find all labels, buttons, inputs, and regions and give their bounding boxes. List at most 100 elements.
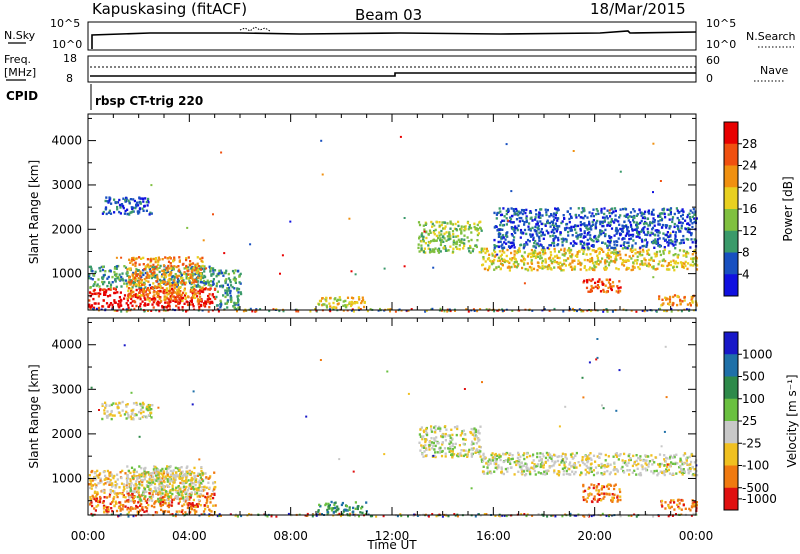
data-cell [598, 280, 601, 283]
data-cell [627, 244, 630, 248]
data-cell [103, 506, 106, 509]
data-cell [289, 220, 292, 223]
data-cell [641, 309, 644, 312]
data-cell [589, 225, 592, 228]
data-cell [210, 510, 213, 513]
data-cell [143, 510, 146, 513]
data-cell [427, 244, 430, 247]
data-cell [168, 277, 171, 281]
data-cell [157, 497, 160, 501]
data-cell [159, 497, 163, 500]
data-cell [628, 473, 631, 476]
data-cell [630, 225, 633, 228]
data-cell [173, 478, 176, 481]
data-cell [548, 309, 551, 312]
data-cell [209, 501, 212, 504]
data-cell [124, 496, 127, 499]
data-cell [197, 285, 200, 288]
data-cell [147, 471, 150, 474]
data-cell [208, 486, 211, 489]
data-cell [449, 436, 452, 439]
data-cell [596, 209, 599, 213]
data-cell [601, 241, 604, 244]
data-cell [529, 217, 532, 220]
data-cell [151, 478, 154, 481]
data-cell [166, 504, 169, 507]
data-cell [433, 239, 436, 243]
data-cell [439, 239, 442, 242]
data-cell [657, 223, 660, 226]
data-cell [226, 287, 229, 290]
data-cell [459, 240, 462, 243]
data-cell [606, 469, 609, 473]
data-cell [163, 292, 166, 295]
data-cell [196, 262, 199, 265]
data-cell [113, 504, 116, 507]
data-cell [486, 249, 489, 253]
data-cell [233, 306, 236, 309]
data-cell [131, 411, 134, 415]
data-cell [201, 472, 204, 475]
data-cell [97, 292, 100, 295]
data-cell [597, 235, 600, 239]
data-cell [116, 309, 119, 312]
data-cell [584, 214, 587, 218]
data-cell [632, 254, 635, 258]
data-cell [505, 235, 508, 238]
data-cell [108, 404, 111, 407]
data-cell [139, 302, 142, 306]
data-cell [110, 473, 113, 476]
data-cell [671, 303, 674, 307]
data-cell [101, 268, 105, 272]
data-cell [483, 472, 486, 475]
data-cell [103, 491, 106, 494]
data-cell [436, 451, 439, 454]
data-cell [188, 492, 191, 496]
data-cell [639, 246, 642, 249]
data-cell [145, 200, 148, 204]
data-cell [189, 281, 192, 285]
data-cell [164, 476, 167, 480]
data-cell [195, 284, 198, 287]
data-cell [175, 497, 178, 500]
data-cell [138, 476, 141, 480]
data-cell [160, 504, 163, 508]
data-cell [543, 266, 546, 269]
data-cell [410, 308, 413, 311]
data-cell [123, 212, 126, 215]
data-cell [693, 257, 696, 260]
data-cell [174, 300, 177, 303]
data-cell [422, 446, 426, 449]
data-cell [574, 464, 577, 467]
data-cell [573, 466, 576, 469]
data-cell [351, 308, 354, 311]
data-cell [589, 234, 592, 237]
data-cell [648, 258, 651, 262]
data-cell [196, 495, 199, 498]
data-cell [534, 473, 537, 476]
data-cell [132, 284, 135, 287]
data-cell [483, 267, 486, 271]
data-cell [121, 409, 124, 412]
data-cell [687, 228, 690, 232]
data-cell [148, 488, 151, 491]
data-cell [115, 493, 118, 496]
data-cell [512, 262, 515, 266]
data-cell [621, 247, 624, 250]
data-cell [168, 480, 171, 483]
data-cell [198, 292, 201, 295]
data-cell [98, 500, 101, 504]
data-cell [530, 266, 533, 269]
data-cell [560, 248, 563, 251]
data-cell [462, 442, 465, 446]
data-cell [124, 472, 127, 475]
data-cell [135, 403, 138, 406]
data-cell [449, 445, 452, 448]
data-cell [154, 469, 157, 472]
data-cell [192, 505, 195, 508]
data-cell [563, 227, 567, 230]
data-cell [350, 270, 353, 273]
data-cell [571, 261, 574, 264]
data-cell [670, 461, 673, 464]
data-cell [434, 425, 437, 428]
